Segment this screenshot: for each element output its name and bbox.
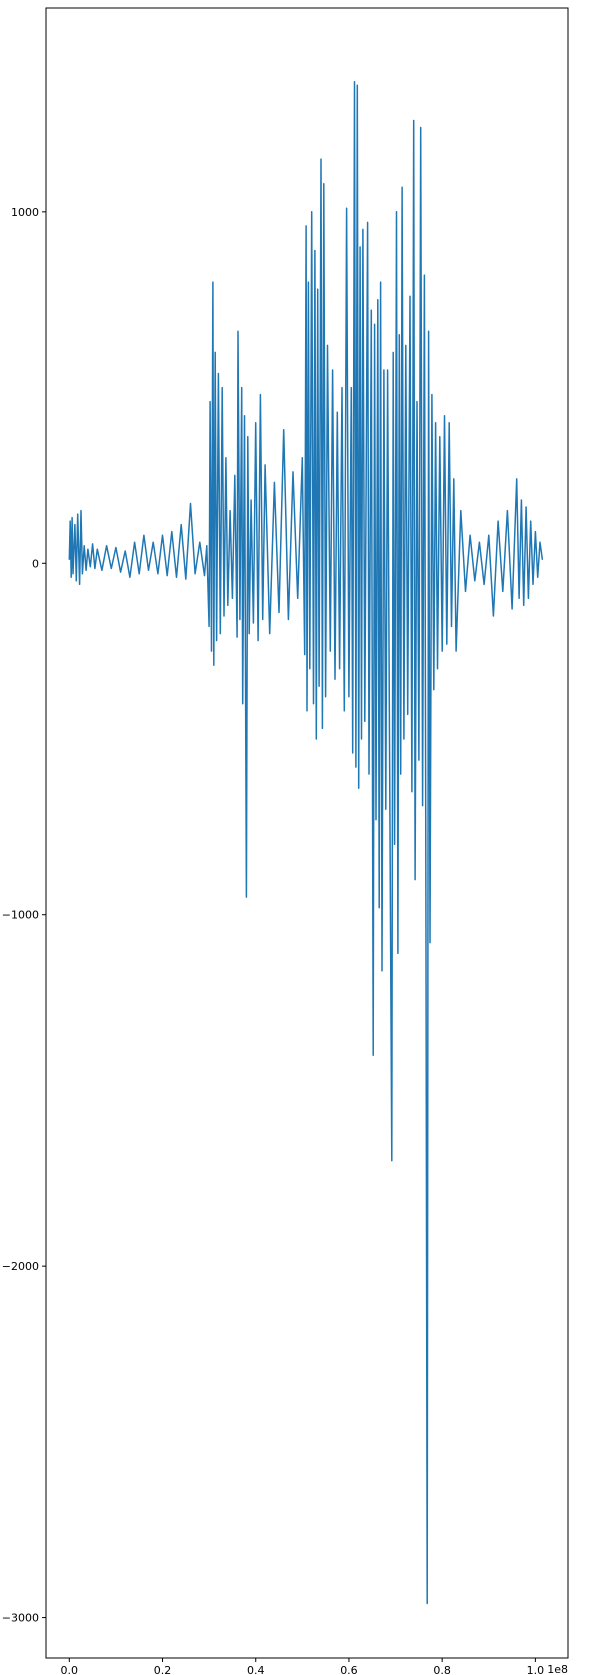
y-tick-label: −3000 [2, 1612, 39, 1625]
series-line-0 [68, 81, 544, 1605]
y-tick-label: 1000 [11, 206, 39, 219]
x-axis-offset-label: 1e8 [547, 1663, 568, 1675]
x-tick-label: 0.6 [340, 1664, 358, 1675]
y-tick-label: 0 [32, 557, 39, 570]
y-tick-label: −1000 [2, 909, 39, 922]
x-tick-label: 0.0 [61, 1664, 79, 1675]
plot-frame [45, 7, 569, 1659]
y-tick-label: −2000 [2, 1260, 39, 1273]
x-tick-label: 0.8 [433, 1664, 451, 1675]
series-line-group [68, 81, 544, 1605]
y-axis: 1000 0 −1000 −2000 −3000 [2, 206, 46, 1625]
x-tick-label: 1.0 [527, 1664, 545, 1675]
x-tick-label: 0.2 [154, 1664, 172, 1675]
x-tick-label: 0.4 [247, 1664, 265, 1675]
x-axis: 0.0 0.2 0.4 0.6 0.8 1.0 [61, 1658, 545, 1675]
